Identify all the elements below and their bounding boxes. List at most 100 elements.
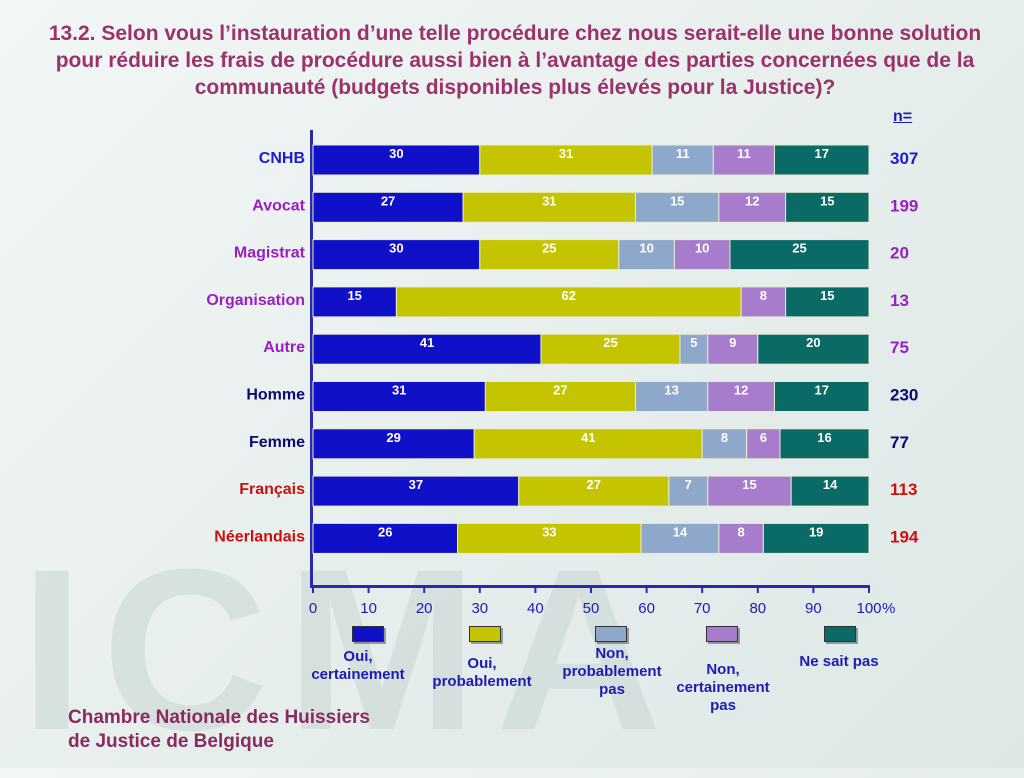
n-value: 230 — [890, 386, 918, 405]
bar-segment — [640, 522, 720, 554]
bar-segment — [790, 475, 870, 507]
bar-segment — [312, 191, 464, 223]
bar-segment — [712, 144, 775, 176]
x-tick-label: 30 — [471, 600, 488, 617]
bar-segment — [462, 191, 636, 223]
bar-value-label: 13 — [664, 383, 678, 398]
bar-segment — [479, 144, 653, 176]
bar-segment — [312, 333, 542, 365]
bar-segment — [773, 144, 870, 176]
bar-value-label: 5 — [690, 335, 697, 350]
bar-value-label: 12 — [734, 383, 748, 398]
category-label: Autre — [263, 339, 305, 356]
bar-value-label: 27 — [381, 193, 395, 208]
x-tick-label: 80 — [749, 600, 766, 617]
chart-title: 13.2. Selon vous l’instauration d’une te… — [48, 22, 982, 99]
bar-value-label: 10 — [695, 241, 709, 256]
bar-segment — [312, 239, 481, 271]
category-label: Femme — [249, 434, 305, 451]
bar-segment — [673, 239, 731, 271]
n-value: 194 — [890, 527, 919, 546]
footer-organization: Chambre Nationale des Huissiers de Justi… — [68, 706, 370, 754]
bar-value-label: 10 — [639, 241, 653, 256]
bar-segment — [634, 191, 720, 223]
x-tick-label: 10 — [360, 600, 377, 617]
x-tick-label: 60 — [638, 600, 655, 617]
bar-value-label: 8 — [721, 430, 728, 445]
bar-value-label: 37 — [409, 477, 423, 492]
bar-segment — [707, 381, 775, 412]
bar-value-label: 17 — [815, 383, 829, 398]
bar-value-label: 25 — [542, 241, 556, 256]
n-value: 307 — [890, 149, 918, 168]
bar-value-label: 17 — [815, 146, 829, 161]
category-label: Organisation — [206, 292, 305, 309]
n-values: 307 199 20 13 75 230 77 113 194 — [890, 149, 919, 546]
bar-value-label: 31 — [559, 146, 573, 161]
bar-segment — [718, 522, 764, 554]
bar-segment — [785, 191, 870, 223]
bar-segment — [773, 381, 870, 412]
bar-segment — [484, 381, 636, 412]
bar-value-label: 15 — [347, 288, 361, 303]
n-value: 13 — [890, 291, 909, 310]
bar-value-label: 15 — [742, 477, 756, 492]
n-value: 77 — [890, 433, 909, 452]
bar-segment — [785, 286, 870, 318]
bar-segment — [312, 144, 481, 176]
bar-value-label: 8 — [760, 288, 767, 303]
bar-value-label: 11 — [676, 146, 690, 161]
bar-value-label: 27 — [553, 383, 567, 398]
bar-segment — [479, 239, 620, 271]
bar-value-label: 11 — [737, 146, 751, 161]
x-tick-label: 0 — [309, 600, 317, 617]
bar-value-label: 12 — [745, 193, 759, 208]
bar-value-label: 26 — [378, 524, 392, 539]
x-tick-label: 90 — [805, 600, 822, 617]
bar-segment — [762, 522, 870, 554]
category-label: Français — [239, 481, 305, 498]
chart-axes: 0 10 20 30 40 50 60 70 80 90 100% — [309, 130, 895, 617]
bar-value-label: 31 — [392, 383, 406, 398]
bar-segment — [707, 475, 792, 507]
category-label: CNHB — [259, 150, 305, 167]
bar-segment — [718, 191, 787, 223]
category-labels: CNHB Avocat Magistrat Organisation Autre Homm… — [206, 150, 305, 545]
bar-value-label: 33 — [542, 524, 556, 539]
x-tick-label: 50 — [583, 600, 600, 617]
bar-segment — [740, 286, 787, 318]
x-axis-unit: % — [882, 600, 895, 617]
category-label: Homme — [246, 387, 305, 404]
bar-value-label: 15 — [820, 193, 834, 208]
bar-value-label: 14 — [823, 477, 838, 492]
bar-value-label: 15 — [820, 288, 834, 303]
bar-segment — [540, 333, 681, 365]
n-column-header: n= — [893, 108, 913, 125]
bar-value-label: 9 — [729, 335, 736, 350]
category-label: Néerlandais — [214, 528, 305, 545]
footer-line-1: Chambre Nationale des Huissiers — [68, 707, 370, 728]
bar-value-label: 20 — [806, 335, 820, 350]
bar-value-label: 16 — [817, 430, 831, 445]
bar-segment — [779, 428, 870, 460]
bar-value-label: 7 — [685, 477, 692, 492]
bar-segment — [312, 381, 486, 412]
bar-value-label: 41 — [420, 335, 434, 350]
bar-value-label: 6 — [760, 430, 767, 445]
bar-segment — [395, 286, 742, 318]
bar-segment — [473, 428, 703, 460]
n-value: 75 — [890, 338, 909, 357]
n-value: 199 — [890, 196, 918, 215]
bar-value-label: 27 — [587, 477, 601, 492]
y-axis-line — [310, 130, 313, 587]
n-value: 20 — [890, 244, 909, 263]
bar-value-label: 15 — [670, 193, 684, 208]
x-tick-label: 70 — [694, 600, 711, 617]
n-value: 113 — [890, 480, 917, 499]
category-label: Magistrat — [234, 245, 306, 262]
bar-value-label: 14 — [673, 524, 688, 539]
x-tick-label: 40 — [527, 600, 544, 617]
bar-value-label: 8 — [738, 524, 745, 539]
category-label: Avocat — [252, 197, 305, 214]
bar-value-label: 31 — [542, 193, 556, 208]
